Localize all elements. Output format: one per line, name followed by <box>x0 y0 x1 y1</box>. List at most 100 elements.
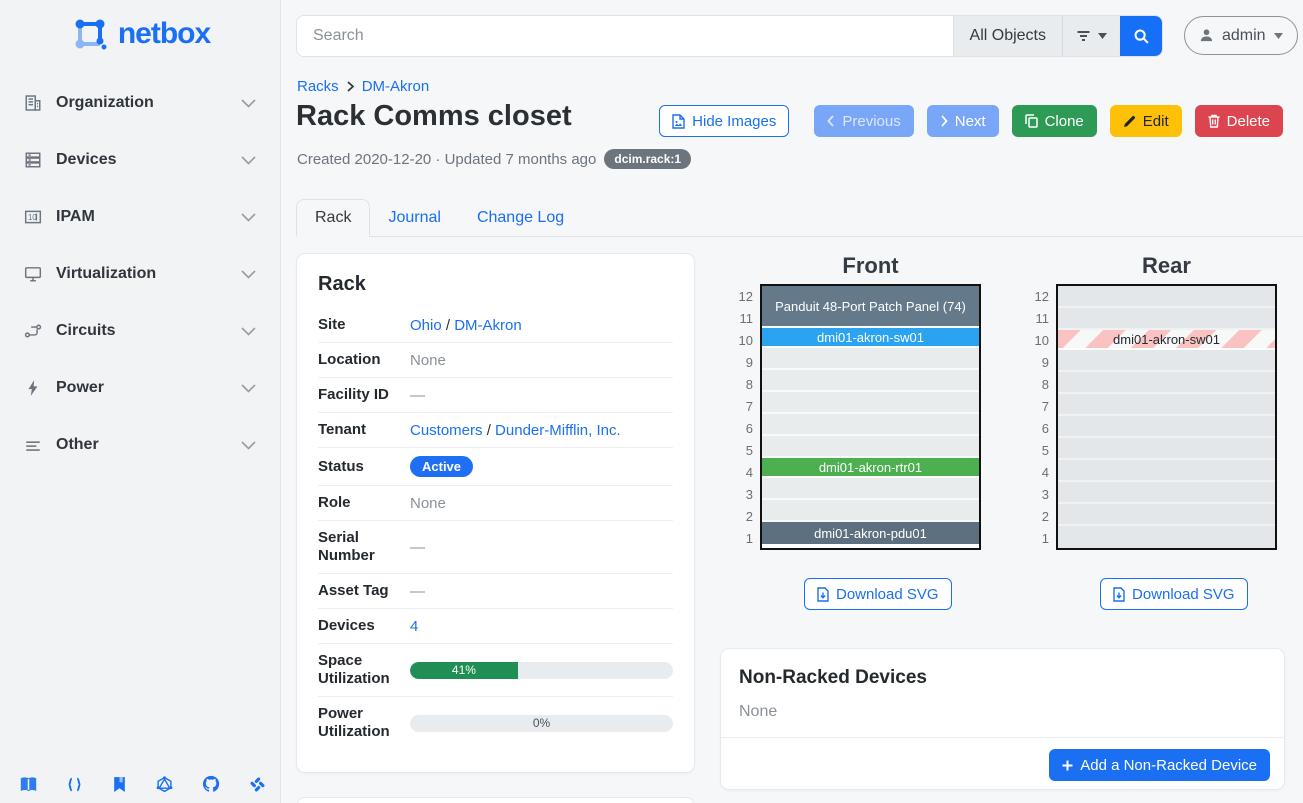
rack-unit-empty[interactable] <box>1058 504 1275 526</box>
rack-unit-empty[interactable] <box>1058 286 1275 308</box>
rack-unit-empty[interactable] <box>1058 416 1275 438</box>
rack-unit-empty[interactable] <box>762 348 979 370</box>
info-value-link[interactable]: Dunder-Mifflin, Inc. <box>495 421 621 439</box>
unit-number: 1 <box>1041 531 1049 546</box>
sidebar-item-power[interactable]: Power <box>12 371 268 405</box>
unit-number: 2 <box>745 509 753 524</box>
api-docs-icon[interactable] <box>112 776 127 793</box>
info-label: Location <box>318 351 381 368</box>
sidebar-item-organization[interactable]: Organization <box>12 86 268 120</box>
breadcrumb-link[interactable]: Racks <box>297 78 339 95</box>
rack-unit-empty[interactable] <box>762 414 979 436</box>
info-row-facility-id: Facility ID — <box>318 378 673 413</box>
info-label: Devices <box>318 617 375 634</box>
rack-device-dmi01-akron-rtr01[interactable]: dmi01-akron-rtr01 <box>762 458 979 478</box>
unit-number: 12 <box>1034 289 1049 304</box>
info-value-link[interactable]: DM-Akron <box>454 316 522 334</box>
sidebar-footer <box>0 775 280 793</box>
previous-button[interactable]: Previous <box>814 105 914 137</box>
tab-change-log[interactable]: Change Log <box>476 209 565 226</box>
user-menu[interactable]: admin <box>1184 16 1298 55</box>
rack-card-title: Rack <box>318 273 366 295</box>
search-filter-dropdown[interactable] <box>1062 16 1120 56</box>
unit-number: 3 <box>745 487 753 502</box>
docs-icon[interactable] <box>20 776 37 793</box>
unit-number: 9 <box>745 355 753 370</box>
rack-unit-empty[interactable] <box>1058 482 1275 504</box>
unit-number: 4 <box>1041 465 1049 480</box>
unit-number: 8 <box>1041 377 1049 392</box>
rack-device-dmi01-akron-pdu01[interactable]: dmi01-akron-pdu01 <box>762 522 979 544</box>
rack-unit-empty[interactable] <box>1058 350 1275 372</box>
file-download-icon <box>1113 586 1125 602</box>
file-download-icon <box>817 586 829 602</box>
info-value-link[interactable]: Customers <box>410 421 483 439</box>
rack-unit-empty[interactable] <box>762 500 979 522</box>
info-row-serial-number: Serial Number — <box>318 521 673 574</box>
rack-device-dmi01-akron-sw01[interactable]: dmi01-akron-sw01 <box>1058 330 1275 350</box>
front-elevation-title: Front <box>842 253 899 278</box>
hide-images-button[interactable]: Hide Images <box>659 105 790 137</box>
rack-unit-empty[interactable] <box>762 392 979 414</box>
bolt-icon <box>24 379 42 397</box>
sidebar-item-ipam[interactable]: 10 IPAM <box>12 200 268 234</box>
rack-unit-empty[interactable] <box>1058 526 1275 548</box>
breadcrumb-link[interactable]: DM-Akron <box>361 78 430 95</box>
rack-unit-empty[interactable] <box>762 436 979 458</box>
sidebar-item-devices[interactable]: Devices <box>12 143 268 177</box>
netbox-wordmark: netbox <box>117 17 211 50</box>
server-icon <box>24 151 42 169</box>
user-name: admin <box>1222 26 1266 44</box>
tab-journal[interactable]: Journal <box>388 209 441 226</box>
object-meta: Created 2020-12-20 · Updated 7 months ag… <box>297 149 692 169</box>
sidebar-item-circuits[interactable]: Circuits <box>12 314 268 348</box>
chevron-down-icon <box>241 155 256 165</box>
info-value: None <box>410 351 446 369</box>
copy-icon <box>1024 114 1038 128</box>
next-card-partial <box>296 797 695 803</box>
next-button[interactable]: Next <box>926 105 999 137</box>
rack-unit-empty[interactable] <box>1058 394 1275 416</box>
non-racked-title: Non-Racked Devices <box>739 667 927 688</box>
status-badge: Active <box>410 456 474 477</box>
rack-unit-empty[interactable] <box>762 478 979 500</box>
info-row-devices: Devices 4 <box>318 609 673 644</box>
rack-device-dmi01-akron-sw01[interactable]: dmi01-akron-sw01 <box>762 328 979 348</box>
sidebar-item-label: Power <box>56 379 105 396</box>
rack-unit-empty[interactable] <box>1058 372 1275 394</box>
download-svg-rear-button[interactable]: Download SVG <box>1100 578 1248 610</box>
search-scope-dropdown[interactable]: All Objects <box>952 16 1062 56</box>
rack-unit-empty[interactable] <box>762 370 979 392</box>
download-svg-front-button[interactable]: Download SVG <box>804 578 952 610</box>
chevron-left-icon <box>827 115 835 127</box>
github-icon[interactable] <box>202 775 220 793</box>
rack-device-panduit-48-port-patch-panel-74-[interactable]: Panduit 48-Port Patch Panel (74) <box>762 286 979 328</box>
info-value-link[interactable]: 4 <box>410 617 419 635</box>
delete-button[interactable]: Delete <box>1194 105 1283 137</box>
add-non-racked-device-button[interactable]: Add a Non-Racked Device <box>1049 749 1270 781</box>
search-submit-button[interactable] <box>1120 16 1162 56</box>
info-label: Serial Number <box>318 529 375 564</box>
pencil-icon <box>1123 115 1136 128</box>
clone-button[interactable]: Clone <box>1011 105 1097 137</box>
edit-button[interactable]: Edit <box>1109 105 1182 137</box>
rack-unit-empty[interactable] <box>1058 438 1275 460</box>
sidebar-item-virtualization[interactable]: Virtualization <box>12 257 268 291</box>
rack-unit-empty[interactable] <box>1058 308 1275 330</box>
sidebar-menu: Organization Devices 10 IPAM Virtualization C… <box>0 86 280 462</box>
search-input[interactable] <box>297 16 953 56</box>
header-buttons: Hide Images Previous Next Clone Edit Del… <box>659 105 1283 137</box>
info-value-link[interactable]: Ohio <box>410 316 442 334</box>
graphql-icon[interactable] <box>156 775 173 793</box>
tab-rack[interactable]: Rack <box>296 199 371 237</box>
info-value: — <box>410 538 425 556</box>
sidebar-item-other[interactable]: Other <box>12 428 268 462</box>
slack-icon[interactable] <box>249 776 266 793</box>
chevron-down-icon <box>241 326 256 336</box>
unit-number: 1 <box>745 531 753 546</box>
info-label: Site <box>318 316 346 333</box>
rack-unit-empty[interactable] <box>1058 460 1275 482</box>
chevron-down-icon <box>241 212 256 222</box>
rest-api-icon[interactable] <box>66 776 83 793</box>
netbox-logo[interactable]: netbox <box>0 0 280 64</box>
